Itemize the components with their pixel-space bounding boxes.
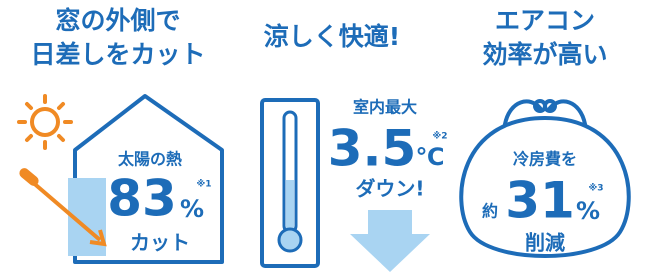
unit: % — [180, 195, 204, 223]
number: 83 — [107, 170, 177, 228]
unit: ℃ — [415, 143, 444, 171]
title: 窓の外側で — [55, 6, 180, 35]
title: 効率が高い — [482, 40, 607, 69]
caption: 太陽の熱 — [117, 150, 182, 169]
infographic: 窓の外側で 日差しをカット 太陽の熱 83 % ※1 カット 涼しく快適! 室内… — [0, 0, 648, 274]
result: ダウン! — [355, 177, 424, 201]
thermometer-bulb — [279, 229, 301, 251]
unit: % — [576, 197, 600, 225]
result: カット — [130, 231, 190, 255]
caption: 冷房費を — [513, 150, 577, 169]
number: 31 — [505, 172, 575, 230]
title: 涼しく快適! — [264, 22, 400, 51]
footnote: ※1 — [196, 179, 211, 190]
prefix: 約 — [482, 202, 498, 221]
result: 削減 — [525, 231, 565, 255]
footnote: ※2 — [432, 131, 447, 142]
number: 3.5 — [328, 120, 417, 178]
title: 日差しをカット — [30, 40, 205, 69]
down-arrow — [350, 210, 430, 272]
thermometer-level — [286, 180, 294, 232]
caption: 室内最大 — [353, 98, 417, 117]
sun-icon — [19, 96, 71, 148]
footnote: ※3 — [588, 183, 603, 194]
title: エアコン — [495, 6, 595, 35]
